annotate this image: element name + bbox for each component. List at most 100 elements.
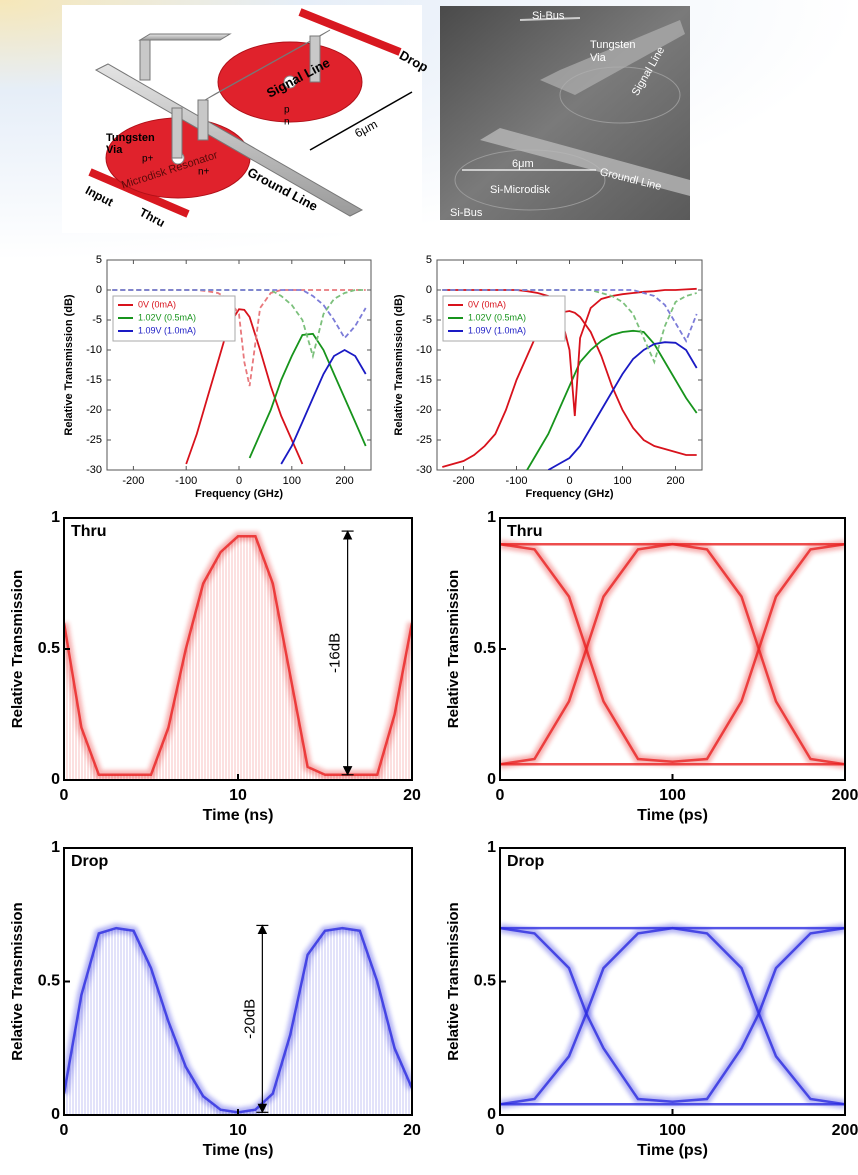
extinction-label: -16dB [327, 633, 344, 673]
x-tick-label: 0 [236, 475, 242, 487]
label: Tungsten [590, 39, 635, 51]
series-line [526, 329, 698, 470]
panel-label: Drop [507, 853, 545, 870]
series-line [248, 332, 367, 459]
y-tick-label: -10 [416, 344, 432, 356]
y-tick-label: 0 [51, 771, 60, 788]
y-axis-label: Relative Transmission (dB) [393, 294, 405, 436]
legend-label: 1.09V (1.0mA) [468, 325, 526, 335]
y-tick-label: 0 [51, 1106, 60, 1123]
series-line [112, 289, 367, 340]
label: n [284, 117, 290, 128]
schematic-panel [62, 5, 422, 233]
x-tick-label: 0 [496, 1122, 505, 1139]
panel-label: Thru [507, 523, 543, 540]
y-tick-label: -30 [86, 464, 102, 476]
label: Via [106, 144, 123, 156]
y-tick-label: -20 [416, 404, 432, 416]
y-tick-label: -25 [416, 434, 432, 446]
series-line [185, 308, 304, 465]
x-tick-label: -200 [452, 475, 474, 487]
traces [500, 539, 845, 769]
y-axis-label: Relative Transmission [9, 570, 26, 728]
x-tick-label: 200 [832, 1122, 858, 1139]
x-tick-label: 200 [666, 475, 684, 487]
legend-box [442, 295, 566, 342]
panel-label: Drop [71, 853, 109, 870]
x-tick-label: 100 [283, 475, 301, 487]
extinction-label: -20dB [241, 999, 258, 1039]
x-tick-label: -200 [122, 475, 144, 487]
y-tick-label: 0 [487, 1106, 496, 1123]
x-tick-label: 0 [60, 787, 69, 804]
label: p [284, 105, 290, 116]
y-tick-label: -15 [416, 374, 432, 386]
y-tick-label: 0.5 [38, 640, 60, 657]
series-group [442, 287, 698, 470]
plot-area [436, 259, 703, 471]
label: Tungsten [106, 132, 155, 144]
label: Via [590, 52, 607, 64]
plot-area [500, 518, 845, 780]
x-tick-label: 20 [403, 1122, 421, 1139]
y-tick-label: -5 [422, 314, 432, 326]
y-tick-label: 0 [487, 771, 496, 788]
label: n+ [198, 167, 210, 178]
trace-density [64, 536, 412, 780]
y-axis-label: Relative Transmission (dB) [63, 294, 75, 436]
y-tick-label: 1 [51, 509, 60, 526]
x-tick-label: -100 [175, 475, 197, 487]
y-tick-label: 0.5 [38, 973, 60, 990]
series-line [442, 310, 697, 468]
x-tick-label: 20 [403, 787, 421, 804]
drop-waveguide [298, 8, 402, 56]
y-tick-label: -30 [416, 464, 432, 476]
label: 6μm [512, 158, 534, 170]
y-tick-label: 0 [426, 284, 432, 296]
x-tick-label: -100 [505, 475, 527, 487]
x-tick-label: 10 [229, 787, 247, 804]
x-axis-label: Frequency (GHz) [195, 488, 283, 500]
series-line [547, 341, 698, 470]
series-line [442, 289, 698, 344]
panel-label: Thru [71, 523, 107, 540]
signal-bar [204, 29, 331, 101]
sem-bus [519, 17, 581, 21]
y-tick-label: 5 [426, 254, 432, 266]
x-tick-label: 100 [659, 787, 686, 804]
x-axis-label: Time (ps) [637, 807, 708, 824]
y-axis-label: Relative Transmission [9, 902, 26, 1060]
legend-label: 1.02V (0.5mA) [138, 312, 196, 322]
series-line [280, 348, 367, 465]
label: Si-Bus [532, 10, 565, 22]
y-tick-label: 5 [96, 254, 102, 266]
legend-box [112, 295, 236, 342]
label: p+ [142, 154, 154, 165]
sem-signal-line [540, 20, 685, 95]
traces [500, 923, 845, 1109]
series-group [112, 289, 367, 465]
y-tick-label: 1 [51, 839, 60, 856]
y-tick-label: 0.5 [474, 640, 496, 657]
y-tick-label: 0 [96, 284, 102, 296]
legend-label: 1.09V (1.0mA) [138, 325, 196, 335]
legend-label: 1.02V (0.5mA) [468, 312, 526, 322]
signal-bar [138, 33, 232, 41]
x-tick-label: 0 [496, 787, 505, 804]
via-post [139, 39, 151, 81]
ground-line-bar [94, 63, 364, 217]
label: Si-Microdisk [490, 184, 550, 196]
y-axis-label: Relative Transmission [445, 902, 462, 1060]
y-tick-label: 1 [487, 839, 496, 856]
x-tick-label: 100 [613, 475, 631, 487]
y-axis-label: Relative Transmission [445, 570, 462, 728]
via-post [197, 99, 209, 141]
x-axis-label: Time (ps) [637, 1142, 708, 1159]
sem-image: Si-Bus Tungsten Via Signal Line 6μm Grou… [440, 6, 690, 220]
x-axis-label: Time (ns) [203, 1142, 274, 1159]
y-tick-label: -25 [86, 434, 102, 446]
via-post [309, 35, 321, 83]
legend-label: 0V (0mA) [138, 299, 176, 309]
